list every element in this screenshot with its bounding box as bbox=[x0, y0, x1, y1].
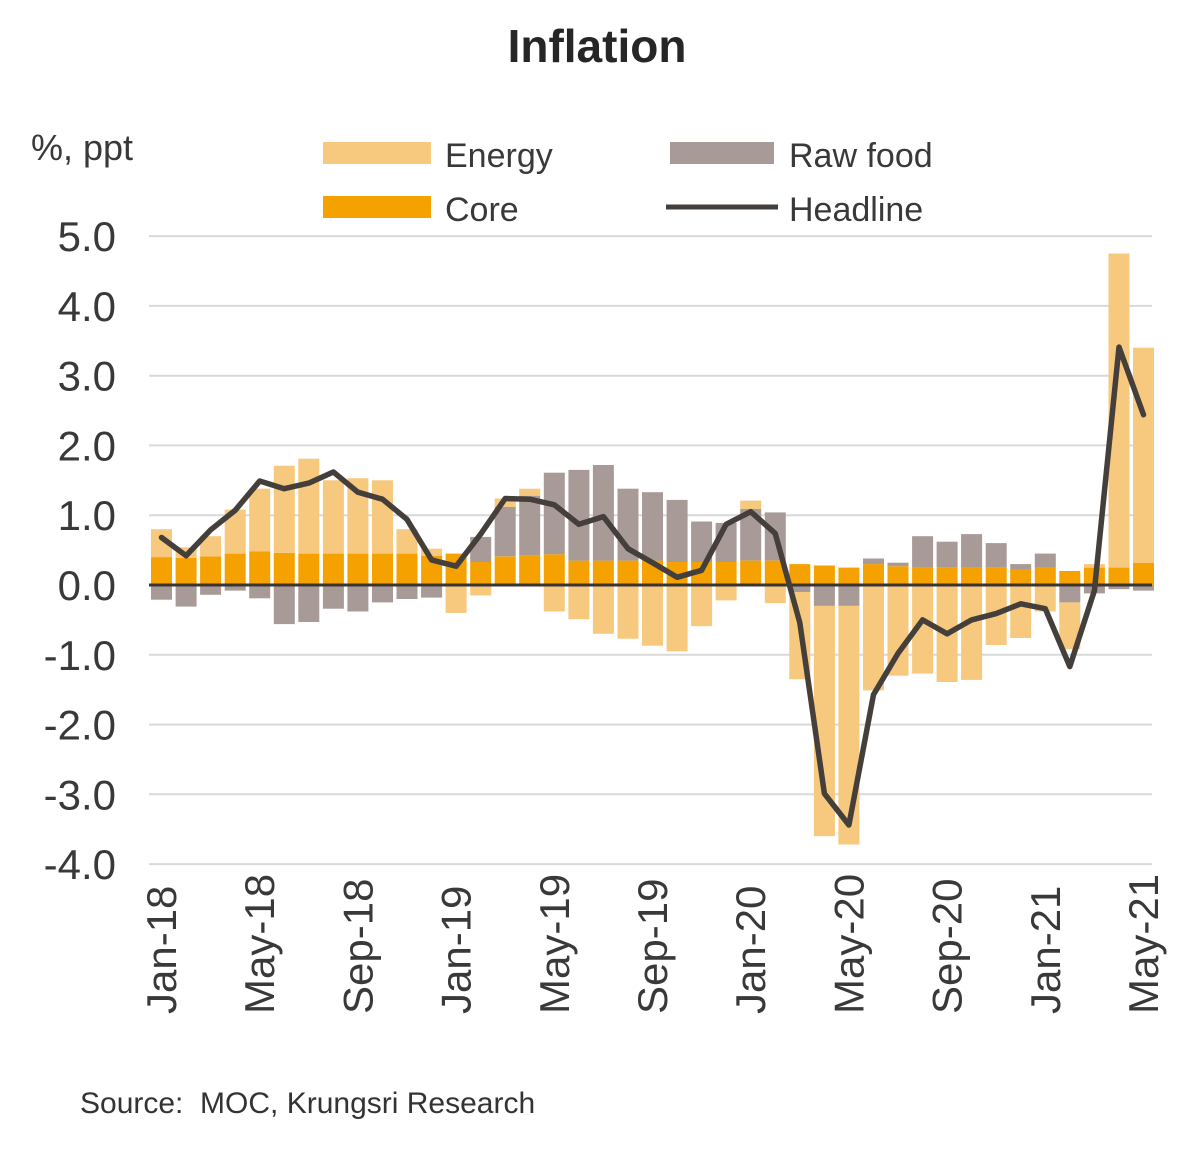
svg-text:Jan-18: Jan-18 bbox=[138, 886, 185, 1014]
svg-text:May-19: May-19 bbox=[531, 874, 578, 1014]
svg-text:Jan-19: Jan-19 bbox=[433, 886, 480, 1014]
svg-text:May-20: May-20 bbox=[825, 874, 872, 1014]
svg-text:Source: MOC, Krungsri Researc: Source: MOC, Krungsri Research bbox=[80, 1087, 535, 1120]
svg-text:Headline: Headline bbox=[789, 191, 923, 229]
svg-text:%, ppt: %, ppt bbox=[31, 127, 133, 168]
svg-text:Energy: Energy bbox=[445, 137, 553, 175]
svg-text:-1.0: -1.0 bbox=[44, 632, 116, 679]
svg-text:Sep-19: Sep-19 bbox=[629, 879, 676, 1014]
svg-text:5.0: 5.0 bbox=[58, 213, 116, 260]
svg-text:3.0: 3.0 bbox=[58, 353, 116, 400]
svg-text:May-21: May-21 bbox=[1120, 874, 1167, 1014]
svg-text:Core: Core bbox=[445, 191, 519, 229]
svg-text:Sep-18: Sep-18 bbox=[334, 879, 381, 1014]
svg-text:-4.0: -4.0 bbox=[44, 841, 116, 888]
svg-text:-3.0: -3.0 bbox=[44, 771, 116, 818]
svg-text:0.0: 0.0 bbox=[58, 562, 116, 609]
svg-text:Sep-20: Sep-20 bbox=[924, 879, 971, 1014]
svg-text:2.0: 2.0 bbox=[58, 422, 116, 469]
svg-text:1.0: 1.0 bbox=[58, 492, 116, 539]
svg-text:Jan-20: Jan-20 bbox=[727, 886, 774, 1014]
svg-text:May-18: May-18 bbox=[236, 874, 283, 1014]
svg-text:Jan-21: Jan-21 bbox=[1022, 886, 1069, 1014]
svg-text:4.0: 4.0 bbox=[58, 283, 116, 330]
svg-text:Raw food: Raw food bbox=[789, 137, 933, 175]
svg-text:Inflation: Inflation bbox=[508, 20, 687, 72]
svg-text:-2.0: -2.0 bbox=[44, 702, 116, 749]
